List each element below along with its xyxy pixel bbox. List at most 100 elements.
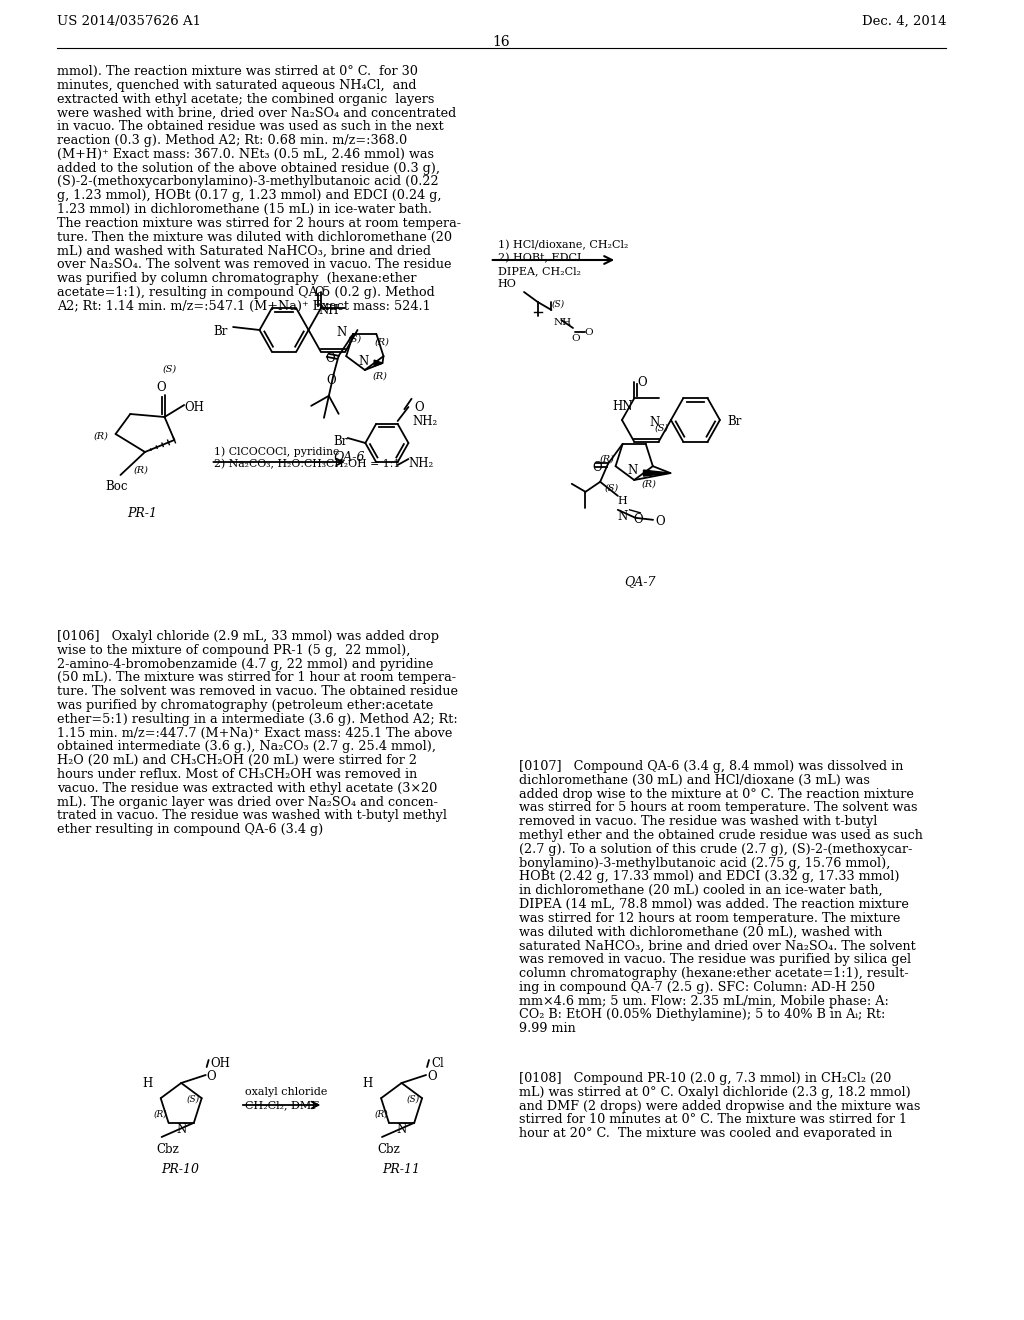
Text: methyl ether and the obtained crude residue was used as such: methyl ether and the obtained crude resi… (519, 829, 923, 842)
Text: 1.15 min. m/z=:447.7 (M+Na)⁺ Exact mass: 425.1 The above: 1.15 min. m/z=:447.7 (M+Na)⁺ Exact mass:… (56, 726, 453, 739)
Text: (R): (R) (642, 480, 657, 488)
Text: N: N (358, 355, 369, 368)
Text: 2) HOBt, EDCI: 2) HOBt, EDCI (498, 253, 581, 264)
Text: H₂O (20 mL) and CH₃CH₂OH (20 mL) were stirred for 2: H₂O (20 mL) and CH₃CH₂OH (20 mL) were st… (56, 754, 417, 767)
Text: N: N (617, 510, 628, 523)
Text: column chromatography (hexane:ether acetate=1:1), result-: column chromatography (hexane:ether acet… (519, 968, 908, 979)
Text: vacuo. The residue was extracted with ethyl acetate (3×20: vacuo. The residue was extracted with et… (56, 781, 437, 795)
Text: (R): (R) (374, 1110, 388, 1119)
Text: were washed with brine, dried over Na₂SO₄ and concentrated: were washed with brine, dried over Na₂SO… (56, 107, 456, 119)
Text: N: N (336, 326, 346, 339)
Polygon shape (643, 470, 671, 477)
Text: was purified by column chromatography  (hexane:ether: was purified by column chromatography (h… (56, 272, 417, 285)
Text: was diluted with dichloromethane (20 mL), washed with: was diluted with dichloromethane (20 mL)… (519, 925, 883, 939)
Text: trated in vacuo. The residue was washed with t-butyl methyl: trated in vacuo. The residue was washed … (56, 809, 446, 822)
Text: H: H (142, 1077, 153, 1090)
Text: oxalyl chloride: oxalyl chloride (245, 1086, 328, 1097)
Text: (R): (R) (375, 338, 389, 347)
Text: (S): (S) (654, 424, 669, 433)
Text: dichloromethane (30 mL) and HCl/dioxane (3 mL) was: dichloromethane (30 mL) and HCl/dioxane … (519, 774, 870, 787)
Text: mL) was stirred at 0° C. Oxalyl dichloride (2.3 g, 18.2 mmol): mL) was stirred at 0° C. Oxalyl dichlori… (519, 1086, 911, 1098)
Text: 2-amino-4-bromobenzamide (4.7 g, 22 mmol) and pyridine: 2-amino-4-bromobenzamide (4.7 g, 22 mmol… (56, 657, 433, 671)
Text: and DMF (2 drops) were added dropwise and the mixture was: and DMF (2 drops) were added dropwise an… (519, 1100, 921, 1113)
Text: (R): (R) (373, 372, 387, 381)
Text: saturated NaHCO₃, brine and dried over Na₂SO₄. The solvent: saturated NaHCO₃, brine and dried over N… (519, 940, 915, 953)
Text: (M+H)⁺ Exact mass: 367.0. NEt₃ (0.5 mL, 2.46 mmol) was: (M+H)⁺ Exact mass: 367.0. NEt₃ (0.5 mL, … (56, 148, 434, 161)
Text: H: H (617, 496, 628, 506)
Text: N: N (628, 465, 638, 477)
Text: in vacuo. The obtained residue was used as such in the next: in vacuo. The obtained residue was used … (56, 120, 443, 133)
Text: DIPEA, CH₂Cl₂: DIPEA, CH₂Cl₂ (498, 267, 581, 276)
Text: O: O (634, 512, 643, 525)
Text: acetate=1:1), resulting in compound QA-5 (0.2 g). Method: acetate=1:1), resulting in compound QA-5… (56, 286, 434, 298)
Text: H: H (362, 1077, 373, 1090)
Text: [0107]   Compound QA-6 (3.4 g, 8.4 mmol) was dissolved in: [0107] Compound QA-6 (3.4 g, 8.4 mmol) w… (519, 760, 903, 774)
Text: (S): (S) (407, 1096, 420, 1104)
Text: (R): (R) (154, 1110, 168, 1119)
Text: ether=5:1) resulting in a intermediate (3.6 g). Method A2; Rt:: ether=5:1) resulting in a intermediate (… (56, 713, 458, 726)
Text: NH₂: NH₂ (409, 457, 434, 470)
Text: mm×4.6 mm; 5 um. Flow: 2.35 mL/min, Mobile phase: A:: mm×4.6 mm; 5 um. Flow: 2.35 mL/min, Mobi… (519, 994, 889, 1007)
Text: PR-1: PR-1 (127, 507, 158, 520)
Text: O: O (427, 1071, 436, 1082)
Text: Boc: Boc (105, 480, 128, 492)
Text: 1.23 mmol) in dichloromethane (15 mL) in ice-water bath.: 1.23 mmol) in dichloromethane (15 mL) in… (56, 203, 432, 216)
Text: added to the solution of the above obtained residue (0.3 g),: added to the solution of the above obtai… (56, 161, 440, 174)
Text: NH: NH (318, 305, 339, 317)
Text: reaction (0.3 g). Method A2; Rt: 0.68 min. m/z=:368.0: reaction (0.3 g). Method A2; Rt: 0.68 mi… (56, 135, 407, 147)
Text: was stirred for 12 hours at room temperature. The mixture: was stirred for 12 hours at room tempera… (519, 912, 900, 925)
Text: (S)-2-(methoxycarbonylamino)-3-methylbutanoic acid (0.22: (S)-2-(methoxycarbonylamino)-3-methylbut… (56, 176, 438, 189)
Text: minutes, quenched with saturated aqueous NH₄Cl,  and: minutes, quenched with saturated aqueous… (56, 79, 417, 92)
Text: (S): (S) (186, 1096, 200, 1104)
Text: O: O (325, 352, 335, 364)
Text: mmol). The reaction mixture was stirred at 0° C.  for 30: mmol). The reaction mixture was stirred … (56, 65, 418, 78)
Text: hour at 20° C.  The mixture was cooled and evaporated in: hour at 20° C. The mixture was cooled an… (519, 1127, 892, 1140)
Text: Dec. 4, 2014: Dec. 4, 2014 (861, 15, 946, 28)
Text: NH: NH (553, 318, 571, 327)
Text: O: O (157, 381, 166, 393)
Text: Br: Br (214, 325, 228, 338)
Text: The reaction mixture was stirred for 2 hours at room tempera-: The reaction mixture was stirred for 2 h… (56, 216, 461, 230)
Text: hours under reflux. Most of CH₃CH₂OH was removed in: hours under reflux. Most of CH₃CH₂OH was… (56, 768, 417, 781)
Text: (S): (S) (163, 366, 177, 374)
Text: in dichloromethane (20 mL) cooled in an ice-water bath,: in dichloromethane (20 mL) cooled in an … (519, 884, 883, 898)
Text: O: O (592, 461, 602, 474)
Text: Cbz: Cbz (377, 1143, 399, 1156)
Text: O: O (314, 286, 324, 300)
Text: O: O (585, 327, 593, 337)
Text: PR-10: PR-10 (162, 1163, 200, 1176)
Text: removed in vacuo. The residue was washed with t-butyl: removed in vacuo. The residue was washed… (519, 816, 878, 828)
Text: (R): (R) (600, 455, 614, 465)
Text: mL) and washed with Saturated NaHCO₃, brine and dried: mL) and washed with Saturated NaHCO₃, br… (56, 244, 431, 257)
Text: Cbz: Cbz (157, 1143, 179, 1156)
Text: (50 mL). The mixture was stirred for 1 hour at room tempera-: (50 mL). The mixture was stirred for 1 h… (56, 672, 456, 684)
Text: g, 1.23 mmol), HOBt (0.17 g, 1.23 mmol) and EDCI (0.24 g,: g, 1.23 mmol), HOBt (0.17 g, 1.23 mmol) … (56, 189, 441, 202)
Text: obtained intermediate (3.6 g.), Na₂CO₃ (2.7 g. 25.4 mmol),: obtained intermediate (3.6 g.), Na₂CO₃ (… (56, 741, 436, 754)
Text: 1) ClCOCOCl, pyridine: 1) ClCOCOCl, pyridine (214, 446, 339, 457)
Text: O: O (415, 401, 424, 414)
Text: CH₂Cl₂, DMF: CH₂Cl₂, DMF (245, 1100, 318, 1110)
Text: was stirred for 5 hours at room temperature. The solvent was: was stirred for 5 hours at room temperat… (519, 801, 918, 814)
Text: (S): (S) (605, 484, 620, 492)
Text: O: O (207, 1071, 216, 1082)
Text: A2; Rt: 1.14 min. m/z=:547.1 (M+Na)⁺ Exact mass: 524.1: A2; Rt: 1.14 min. m/z=:547.1 (M+Na)⁺ Exa… (56, 300, 430, 313)
Text: ether resulting in compound QA-6 (3.4 g): ether resulting in compound QA-6 (3.4 g) (56, 824, 323, 836)
Text: added drop wise to the mixture at 0° C. The reaction mixture: added drop wise to the mixture at 0° C. … (519, 788, 914, 801)
Text: wise to the mixture of compound PR-1 (5 g,  22 mmol),: wise to the mixture of compound PR-1 (5 … (56, 644, 411, 657)
Text: HO: HO (498, 279, 516, 289)
Text: Br: Br (333, 436, 347, 447)
Text: bonylamino)-3-methylbutanoic acid (2.75 g, 15.76 mmol),: bonylamino)-3-methylbutanoic acid (2.75 … (519, 857, 891, 870)
Text: O: O (571, 334, 580, 343)
Text: N: N (649, 416, 659, 429)
Text: HOBt (2.42 g, 17.33 mmol) and EDCI (3.32 g, 17.33 mmol): HOBt (2.42 g, 17.33 mmol) and EDCI (3.32… (519, 870, 900, 883)
Text: Cl: Cl (431, 1057, 443, 1071)
Text: OH: OH (211, 1057, 230, 1071)
Text: ture. The solvent was removed in vacuo. The obtained residue: ture. The solvent was removed in vacuo. … (56, 685, 458, 698)
Text: (2.7 g). To a solution of this crude (2.7 g), (S)-2-(methoxycar-: (2.7 g). To a solution of this crude (2.… (519, 842, 912, 855)
Text: (S): (S) (552, 300, 564, 309)
Text: [0108]   Compound PR-10 (2.0 g, 7.3 mmol) in CH₂Cl₂ (20: [0108] Compound PR-10 (2.0 g, 7.3 mmol) … (519, 1072, 891, 1085)
Text: O: O (326, 374, 336, 387)
Text: N: N (396, 1123, 407, 1137)
Text: 2) Na₂CO₃, H₂O:CH₃CH₂OH = 1:1: 2) Na₂CO₃, H₂O:CH₃CH₂OH = 1:1 (214, 459, 400, 470)
Text: OH: OH (184, 401, 204, 414)
